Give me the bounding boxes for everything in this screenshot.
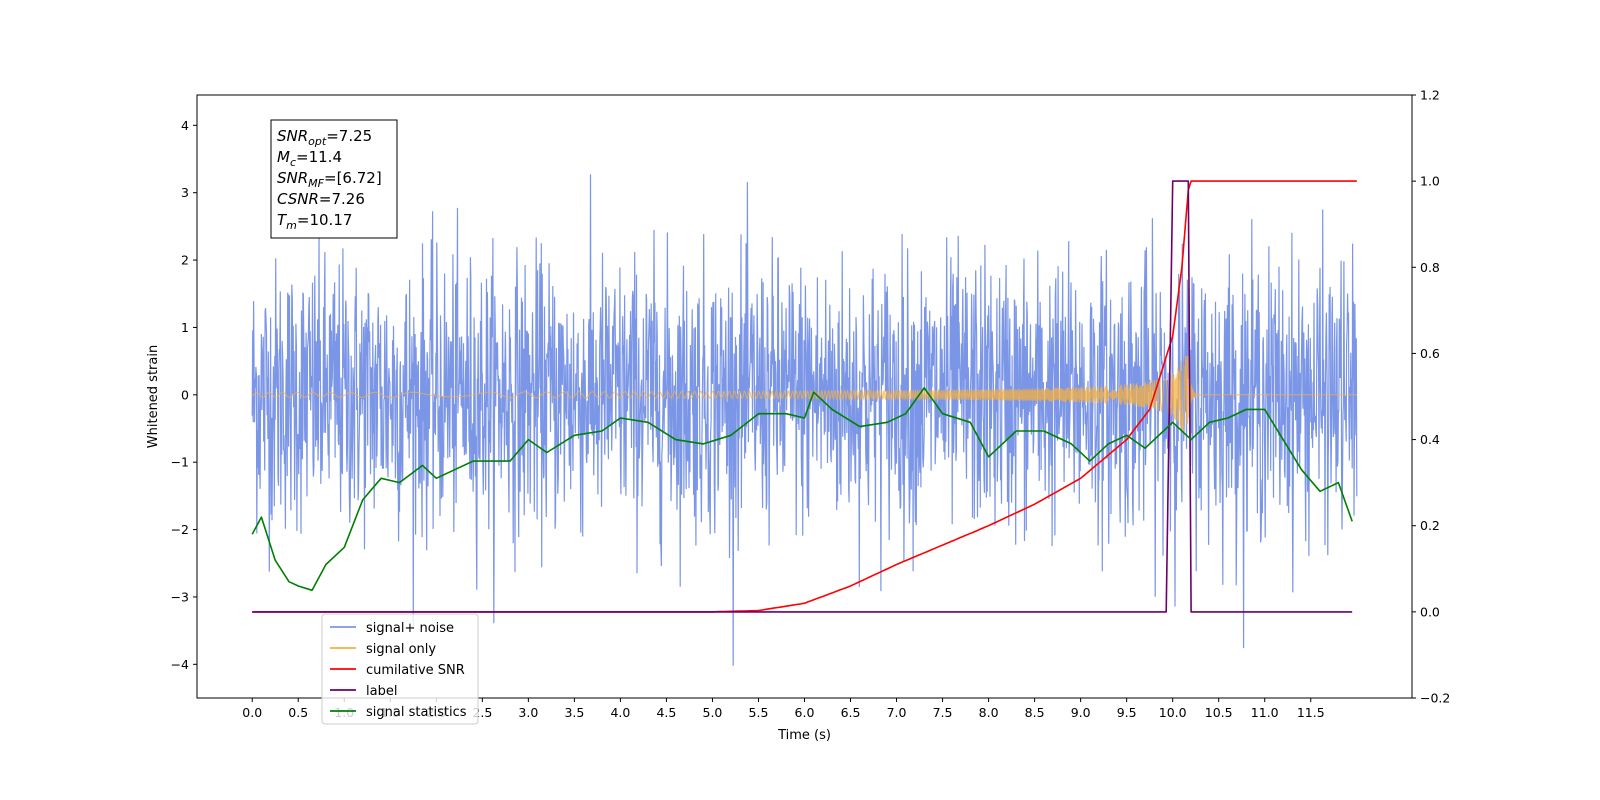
- y-tick-label-right: 0.2: [1420, 518, 1440, 533]
- y-tick-label-right: 0.8: [1420, 260, 1440, 275]
- y-tick-label-right: 0.0: [1420, 604, 1440, 619]
- annotation-frame: [270, 119, 398, 239]
- x-tick-label: 7.5: [933, 705, 953, 720]
- y-tick-label-left: 4: [181, 118, 189, 133]
- x-tick-label: 6.5: [841, 705, 861, 720]
- y-tick-label-left: −4: [171, 657, 189, 672]
- x-tick-label: 4.0: [610, 705, 630, 720]
- y-tick-label-right: −0.2: [1420, 691, 1450, 706]
- x-tick-label: 3.0: [518, 705, 538, 720]
- legend-entry-label: signal+ noise: [366, 621, 454, 636]
- series-cumulative-snr: [252, 180, 1357, 613]
- x-tick-label: 0.5: [288, 705, 308, 720]
- legend: signal+ noise signal only cumilative SNR la…: [321, 613, 479, 725]
- y-tick-label-left: −2: [171, 522, 189, 537]
- y-axis-right: −0.2 0.0 0.2 0.4 0.6 0.8 1.0 1.2: [1412, 88, 1450, 706]
- x-tick-label: 8.5: [1025, 705, 1045, 720]
- x-tick-label: 8.0: [979, 705, 999, 720]
- x-tick-label: 6.0: [795, 705, 815, 720]
- series-label: [252, 180, 1353, 613]
- y-tick-label-right: 0.4: [1420, 432, 1440, 447]
- legend-entry-label: signal only: [366, 642, 436, 657]
- y-tick-label-right: 0.6: [1420, 346, 1440, 361]
- x-tick-label: 9.0: [1071, 705, 1091, 720]
- series-layer: [251, 174, 1358, 666]
- x-tick-label: 0.0: [242, 705, 262, 720]
- x-tick-label: 11.5: [1297, 705, 1325, 720]
- x-tick-label: 9.5: [1117, 705, 1137, 720]
- x-tick-label: 7.0: [887, 705, 907, 720]
- y-tick-label-right: 1.2: [1420, 88, 1440, 103]
- y-tick-label-left: 0: [181, 387, 189, 402]
- annotation-line: CSNR=7.26: [277, 190, 365, 208]
- y-tick-label-left: 1: [181, 320, 189, 335]
- x-tick-label: 10.5: [1205, 705, 1233, 720]
- x-tick-label: 11.0: [1251, 705, 1279, 720]
- x-tick-label: 10.0: [1159, 705, 1187, 720]
- legend-entry-label: cumilative SNR: [366, 663, 465, 678]
- x-tick-label: 4.5: [656, 705, 676, 720]
- annotation-line: SNRopt=7.25: [277, 127, 372, 148]
- y-tick-label-left: 3: [181, 185, 189, 200]
- legend-entry-label: label: [366, 684, 397, 699]
- annotation-line: Tm=10.17: [277, 211, 352, 232]
- y-tick-label-left: 2: [181, 253, 189, 268]
- legend-frame: [321, 613, 479, 725]
- x-axis-label: Time (s): [777, 728, 831, 743]
- y-axis-left: −4 −3 −2 −1 0 1 2 3 4: [171, 118, 197, 672]
- series-signal-only: [251, 355, 1357, 434]
- y-tick-label-right: 1.0: [1420, 174, 1440, 189]
- x-tick-label: 5.5: [749, 705, 769, 720]
- annotation-line: Mc=11.4: [277, 148, 342, 169]
- y-tick-label-left: −1: [171, 455, 189, 470]
- y-tick-label-left: −3: [171, 589, 189, 604]
- x-tick-label: 5.0: [703, 705, 723, 720]
- legend-entry-label: signal statistics: [366, 705, 467, 720]
- annotation-line: SNRMF=[6.72]: [277, 169, 382, 190]
- x-tick-label: 3.5: [564, 705, 584, 720]
- series-signal-statistics: [251, 387, 1353, 592]
- y-axis-label: Whitened strain: [146, 345, 161, 448]
